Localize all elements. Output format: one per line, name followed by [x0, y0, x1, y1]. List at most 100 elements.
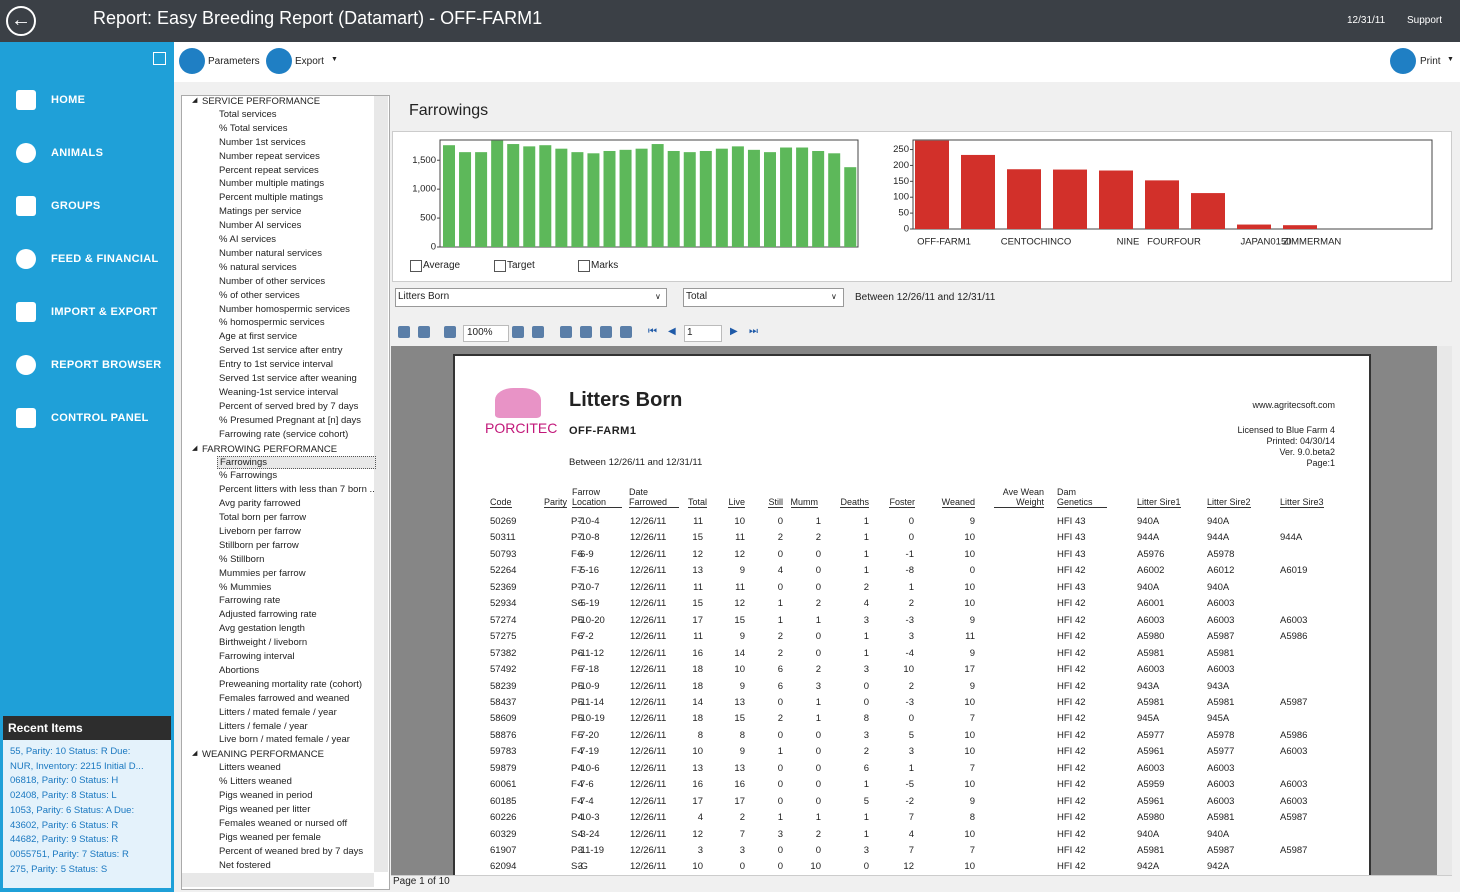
toolbar-icon[interactable] — [179, 48, 205, 74]
tree-item[interactable]: Birthweight / liveborn — [219, 637, 308, 649]
back-button[interactable]: ← — [6, 6, 36, 36]
tree-item[interactable]: Number natural services — [219, 247, 322, 259]
aggregate-select[interactable] — [683, 288, 844, 307]
nav-icon[interactable] — [16, 408, 36, 428]
nav-item[interactable]: REPORT BROWSER — [51, 359, 162, 371]
tree-item[interactable]: Percent litters with less than 7 born ..… — [219, 484, 374, 496]
tree-item[interactable]: Live born / mated female / year — [219, 734, 350, 746]
tree-item[interactable]: Preweaning mortality rate (cohort) — [219, 678, 363, 690]
tree-toggle[interactable]: ◢ — [192, 97, 198, 104]
tree-item[interactable]: Entry to 1st service interval — [219, 359, 334, 371]
tree-item[interactable]: Litters / mated female / year — [219, 706, 337, 718]
viewer-tool[interactable] — [560, 326, 572, 338]
tree-item[interactable]: Adjusted farrowing rate — [219, 609, 317, 621]
dropdown-arrow[interactable]: ▼ — [331, 56, 338, 63]
support-link[interactable]: Support — [1407, 15, 1443, 26]
toolbar-icon[interactable] — [1390, 48, 1416, 74]
nav-icon[interactable] — [16, 196, 36, 216]
tree-item[interactable]: Liveborn per farrow — [219, 525, 301, 537]
checkbox[interactable] — [578, 260, 590, 272]
tree-item[interactable]: Percent of served bred by 7 days — [219, 400, 359, 412]
tree-item[interactable]: % AI services — [219, 234, 277, 245]
tree-item[interactable]: Total services — [219, 108, 277, 120]
measure-value[interactable]: Litters Born — [398, 291, 450, 302]
viewer-tool[interactable] — [620, 326, 632, 338]
viewer-tool[interactable] — [532, 326, 544, 338]
viewer-tool[interactable] — [600, 326, 612, 338]
tree-item[interactable]: Number repeat services — [219, 150, 320, 162]
nav-icon[interactable] — [16, 355, 36, 375]
tree-item[interactable]: Farrowing interval — [219, 651, 295, 662]
toolbar-icon[interactable] — [266, 48, 292, 74]
tree-item[interactable]: Percent multiple matings — [219, 192, 324, 204]
recent-item[interactable]: 43602, Parity: 6 Status: R — [10, 819, 119, 831]
tree-group[interactable]: FARROWING PERFORMANCE — [202, 443, 338, 455]
recent-item[interactable]: 0055751, Parity: 7 Status: R — [10, 848, 129, 860]
tree-item[interactable]: Farrowing rate (service cohort) — [219, 428, 349, 440]
tree-item[interactable]: Number multiple matings — [219, 178, 325, 190]
page-nav[interactable]: ⏭ — [749, 326, 758, 337]
tree-toggle[interactable]: ◢ — [192, 750, 198, 758]
recent-item[interactable]: 55, Parity: 10 Status: R Due: — [10, 746, 131, 757]
checkbox-label[interactable]: Marks — [591, 260, 619, 271]
dropdown-arrow[interactable]: ▼ — [1447, 56, 1454, 63]
tree-item[interactable]: Age at first service — [219, 331, 298, 343]
tree-item[interactable]: Number homospermic services — [219, 303, 350, 315]
viewer-tool[interactable] — [444, 326, 456, 338]
nav-item[interactable]: CONTROL PANEL — [51, 412, 149, 424]
tree-scrollbar[interactable] — [374, 96, 388, 872]
tree-group[interactable]: WEANING PERFORMANCE — [202, 749, 324, 761]
tree-item[interactable]: Females weaned or nursed off — [219, 817, 348, 829]
page-nav[interactable]: ⏮ — [648, 326, 657, 337]
nav-icon[interactable] — [16, 249, 36, 269]
tree-item[interactable]: Pigs weaned in period — [219, 790, 313, 801]
tree-item[interactable]: Matings per service — [219, 206, 302, 218]
select-arrow[interactable]: ∨ — [655, 292, 661, 301]
nav-icon[interactable] — [16, 302, 36, 322]
tree-item[interactable]: Pigs weaned per litter — [219, 803, 311, 815]
tree-item[interactable]: Served 1st service after weaning — [219, 373, 357, 384]
page-value[interactable]: 1 — [687, 327, 693, 338]
checkbox[interactable] — [410, 260, 422, 272]
tree-item[interactable]: Stillborn per farrow — [219, 539, 299, 551]
toolbar-button[interactable]: Parameters — [208, 56, 260, 67]
tree-item[interactable]: % Total services — [219, 122, 288, 134]
nav-item[interactable]: ANIMALS — [51, 147, 104, 159]
tree-item[interactable]: Total born per farrow — [219, 512, 307, 523]
viewer-tool[interactable] — [580, 326, 592, 338]
tree-item[interactable]: % natural services — [219, 261, 297, 273]
tree-item[interactable]: % Presumed Pregnant at [n] days — [219, 414, 362, 426]
tree-item[interactable]: Avg gestation length — [219, 623, 305, 635]
toolbar-button[interactable]: Print — [1420, 56, 1441, 67]
nav-icon[interactable] — [16, 143, 36, 163]
recent-item[interactable]: 44682, Parity: 9 Status: R — [10, 834, 119, 846]
zoom-select[interactable] — [463, 325, 509, 342]
viewer-tool[interactable] — [398, 326, 410, 338]
aggregate-value[interactable]: Total — [686, 291, 708, 302]
tree-item[interactable]: Farrowings — [217, 456, 376, 470]
tree-item[interactable]: Number 1st services — [219, 136, 306, 148]
toolbar-button[interactable]: Export — [295, 56, 324, 67]
nav-item[interactable]: FEED & FINANCIAL — [51, 253, 159, 265]
tree-item[interactable]: Percent repeat services — [219, 164, 319, 176]
tree-item[interactable]: % Mummies — [219, 581, 272, 593]
tree-item[interactable]: Percent of weaned bred by 7 days — [219, 845, 364, 857]
checkbox-label[interactable]: Average — [423, 260, 461, 271]
page-nav[interactable]: ◀ — [668, 326, 676, 337]
tree-item[interactable]: Number of other services — [219, 275, 326, 287]
tree-toggle[interactable]: ◢ — [192, 444, 198, 452]
tree-item[interactable]: Females farrowed and weaned — [219, 692, 350, 704]
viewer-tool[interactable] — [512, 326, 524, 338]
viewer-tool[interactable] — [418, 326, 430, 338]
tree-item[interactable]: Pigs weaned per female — [219, 831, 321, 843]
recent-item[interactable]: 06818, Parity: 0 Status: H — [10, 775, 119, 787]
tree-item[interactable]: Farrowing rate — [219, 595, 281, 607]
tree-item[interactable]: Weaning-1st service interval — [219, 386, 339, 398]
measure-select[interactable] — [395, 288, 667, 307]
tree-item[interactable]: % Stillborn — [219, 553, 265, 565]
tree-item[interactable]: Number AI services — [219, 220, 302, 232]
tree-item[interactable]: Avg parity farrowed — [219, 498, 301, 510]
recent-item[interactable]: 275, Parity: 5 Status: S — [10, 863, 108, 875]
page-input[interactable] — [684, 325, 722, 342]
tree-item[interactable]: % homospermic services — [219, 317, 325, 329]
